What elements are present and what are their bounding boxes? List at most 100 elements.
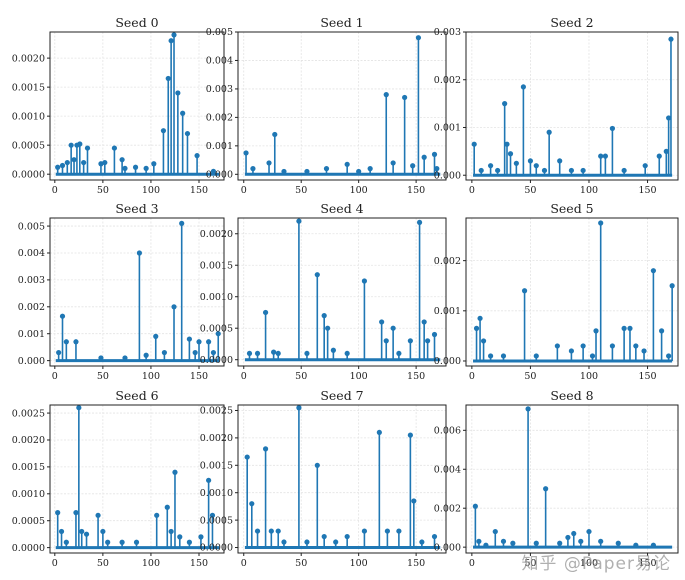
stem-marker [487, 163, 494, 169]
stem-marker [262, 446, 269, 452]
stem-marker [669, 283, 675, 289]
stem-marker [180, 110, 186, 116]
stem-marker [554, 343, 560, 349]
stem-marker [275, 528, 281, 534]
stem-marker [64, 159, 70, 166]
x-tick-label: 150 [638, 185, 656, 196]
stem-marker [500, 538, 507, 544]
stem-marker [492, 528, 498, 535]
stem-marker [533, 163, 539, 169]
stem-marker [656, 153, 662, 159]
stem-marker [100, 528, 106, 535]
stem-marker [565, 534, 571, 541]
x-tick-label: 100 [580, 185, 598, 196]
x-tick-label: 50 [295, 185, 307, 196]
stem-marker [56, 349, 62, 356]
stem-marker [194, 153, 200, 159]
y-tick-label: 0.000 [18, 356, 45, 367]
x-tick-label: 0 [241, 185, 247, 196]
x-tick-label: 0 [469, 558, 475, 569]
stem-marker [83, 531, 90, 537]
stem-marker [410, 163, 416, 169]
stem-marker [379, 319, 385, 325]
stem-marker [122, 165, 128, 171]
x-tick-label: 150 [407, 371, 425, 382]
stem-marker [367, 166, 373, 172]
stem-marker [419, 539, 425, 545]
stem-marker [296, 218, 302, 224]
x-tick-label: 0 [52, 185, 58, 196]
x-tick-label: 150 [190, 371, 208, 382]
stem-marker [184, 130, 191, 137]
x-tick-label: 100 [350, 185, 368, 196]
x-tick-label: 100 [350, 371, 368, 382]
stem-marker [472, 503, 478, 509]
stem-marker [421, 154, 427, 160]
stem-marker [507, 151, 514, 157]
stem-marker [186, 336, 192, 342]
stem-marker [580, 167, 586, 174]
x-tick-label: 150 [190, 185, 208, 196]
x-tick-label: 0 [52, 558, 58, 569]
panel-seed-2: Seed 2 0 50 100 150 0.000 0.001 0.002 0.003 [434, 15, 679, 196]
stem-marker [421, 319, 427, 325]
stem-marker [520, 84, 526, 90]
y-tick-label: 0.0010 [200, 488, 233, 499]
y-tick-label: 0.004 [18, 248, 45, 259]
stem-marker [215, 331, 221, 337]
stem-marker [272, 131, 278, 138]
stem-marker [344, 161, 350, 167]
stem-marker [627, 325, 633, 331]
stem-marker [296, 405, 302, 411]
y-tick-label: 0.0020 [12, 53, 45, 64]
y-tick-label: 0.0020 [200, 433, 233, 444]
stem-marker [663, 148, 669, 154]
panel-seed-5: Seed 5 0 50 100 150 0.000 0.001 0.002 [434, 201, 679, 382]
stem-marker [633, 343, 639, 349]
panel-title: Seed 2 [550, 15, 593, 30]
x-tick-label: 150 [638, 371, 656, 382]
stem-marker [415, 35, 422, 41]
stem-marker [79, 528, 85, 535]
stem-marker [55, 164, 61, 170]
watermark: 知乎 @Paper易论 [521, 554, 671, 574]
stem-marker [650, 542, 657, 548]
stem-marker [557, 158, 563, 164]
y-tick-label: 0.006 [434, 426, 461, 437]
stem-marker [143, 352, 149, 358]
stem-marker [73, 510, 79, 516]
stem-marker [396, 528, 402, 534]
stem-marker [487, 353, 494, 359]
stem-marker [431, 151, 438, 157]
y-tick-label: 0.002 [434, 503, 461, 514]
stem-marker [250, 166, 256, 172]
stem-marker [154, 512, 160, 518]
stem-marker [244, 454, 250, 460]
y-tick-label: 0.000 [434, 170, 461, 181]
y-tick-label: 0.0010 [200, 292, 233, 303]
stem-marker [513, 160, 519, 166]
stem-marker [63, 339, 69, 345]
panel-seed-6: Seed 6 0 50 100 150 0.0000 0.0005 0.0010 0.0015 0… [12, 388, 225, 569]
y-tick-label: 0.0015 [12, 462, 45, 473]
stem-marker [196, 339, 202, 345]
x-tick-label: 0 [469, 185, 475, 196]
stem-marker [281, 539, 287, 545]
panel-seed-1: Seed 1 0 50 100 150 0.000 0.001 0.002 0.003 0.004… [206, 15, 447, 196]
stem-marker [407, 432, 413, 438]
y-tick-label: 0.0020 [12, 435, 45, 446]
x-tick-label: 150 [407, 558, 425, 569]
stem-marker [177, 534, 183, 540]
stem-marker [304, 539, 310, 545]
stem-marker [266, 160, 272, 166]
stem-marker [593, 328, 599, 334]
stem-marker [81, 159, 87, 166]
stem-marker [425, 338, 431, 344]
axes-frame [49, 217, 225, 367]
stem-marker [330, 347, 336, 353]
stem-marker [333, 539, 339, 545]
panel-seed-8: Seed 8 0 50 100 150 0.000 0.002 0.004 0.006 [434, 388, 679, 569]
stem-marker [598, 220, 604, 226]
x-tick-label: 100 [142, 185, 160, 196]
stem-marker [478, 167, 484, 174]
